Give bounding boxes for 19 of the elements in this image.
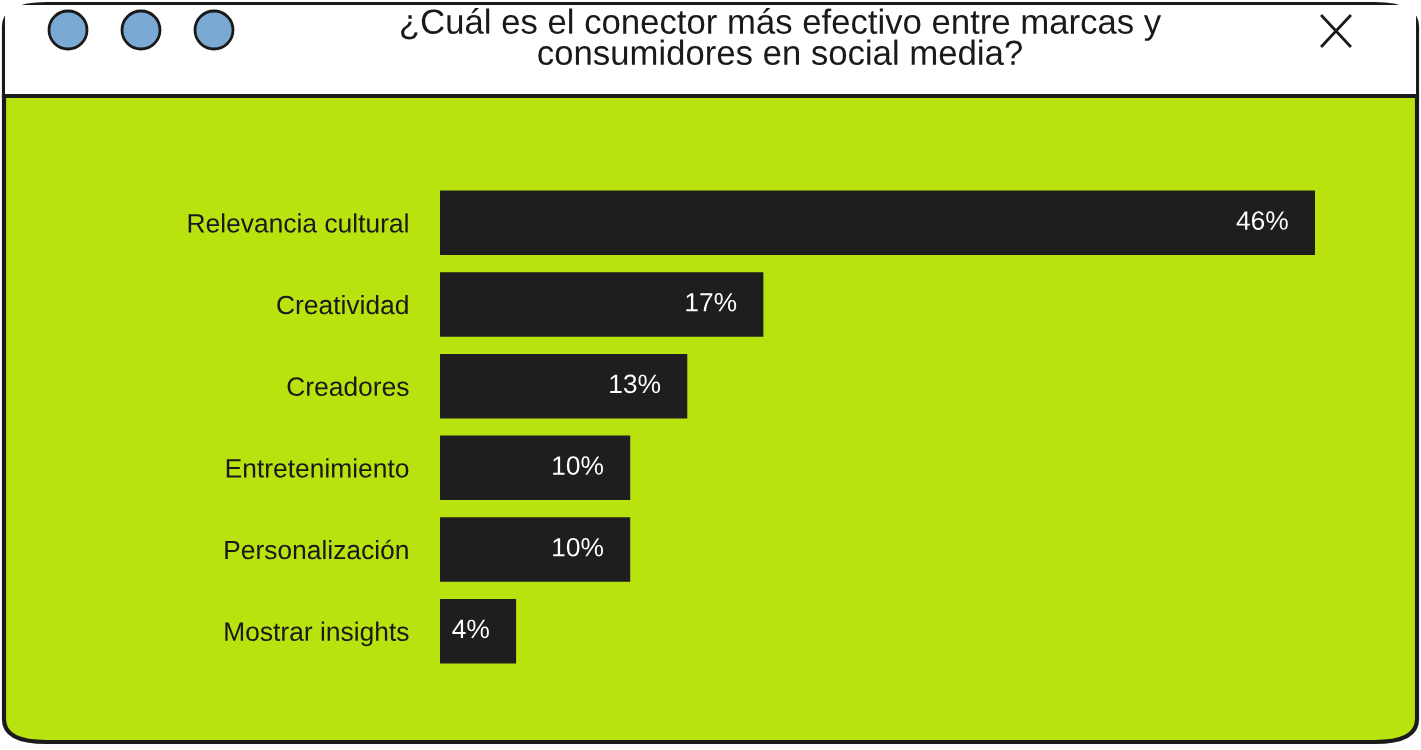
data-label: 13% — [610, 374, 661, 394]
y-tick-label: Entretenimiento — [226, 458, 409, 478]
bar — [440, 435, 631, 501]
y-tick-label: Relevancia cultural — [188, 213, 408, 233]
y-tick-label: Creatividad — [277, 294, 408, 315]
bar — [440, 598, 517, 664]
bar — [440, 353, 688, 419]
bar — [440, 272, 764, 337]
data-label: 4% — [452, 619, 489, 639]
data-label: 10% — [553, 456, 604, 475]
chart-title: ¿Cuál es el conector más efectivo entre marcas y consumidores en social media? — [401, 8, 1162, 66]
data-label: 46% — [1236, 211, 1288, 230]
y-tick-label: Personalización — [225, 539, 408, 560]
y-tick-label: Creadores — [287, 376, 409, 396]
y-tick-label: Mostrar insights — [225, 621, 409, 647]
bar — [440, 517, 631, 582]
data-label: 10% — [553, 537, 604, 557]
bar — [440, 190, 1315, 256]
data-label: 17% — [686, 293, 737, 312]
